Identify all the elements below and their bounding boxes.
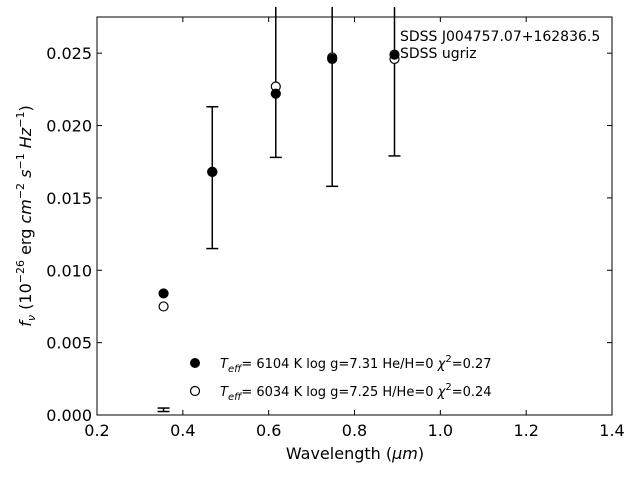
annotation-object-name: SDSS J004757.07+162836.5 xyxy=(400,29,600,45)
x-tick-label: 0.4 xyxy=(170,421,195,440)
axis-ticks: 0.2 0.4 0.6 0.8 1.0 1.2 1.4 0.000 0.005 0.010 0.01… xyxy=(46,17,625,440)
y-tick-label: 0.010 xyxy=(46,261,92,280)
annotation-filter-set: SDSS ugriz xyxy=(400,46,477,62)
x-tick-label: 1.0 xyxy=(428,421,453,440)
legend: Teff= 6104 K log g=7.31 He/H=0 χ2=0.27 T… xyxy=(189,354,492,403)
y-tick-label: 0.005 xyxy=(46,334,92,353)
model-point-filled xyxy=(270,88,281,99)
model-point-filled xyxy=(327,53,338,65)
y-tick-label: 0.015 xyxy=(46,189,92,208)
legend-marker-filled xyxy=(190,358,200,368)
chart-marks xyxy=(157,7,401,413)
x-tick-label: 1.4 xyxy=(599,421,624,440)
y-tick-label: 0.020 xyxy=(46,117,92,136)
model-point-open xyxy=(158,301,169,312)
y-axis-title: fν (10−26 erg cm−2 s−1 Hz−1) xyxy=(14,105,38,326)
model-point-filled xyxy=(389,49,400,60)
legend-entry-2: Teff= 6034 K log g=7.25 H/He=0 χ2=0.24 xyxy=(220,382,492,403)
x-tick-label: 0.6 xyxy=(256,421,281,440)
legend-entry-1: Teff= 6104 K log g=7.31 He/H=0 χ2=0.27 xyxy=(220,354,492,375)
x-tick-label: 0.2 xyxy=(84,421,109,440)
x-tick-label: 0.8 xyxy=(342,421,367,440)
model-point-filled xyxy=(207,166,218,177)
x-tick-label: 1.2 xyxy=(513,421,538,440)
y-tick-label: 0.025 xyxy=(46,44,92,63)
legend-marker-open xyxy=(189,385,201,397)
model-point-filled xyxy=(158,288,169,299)
y-tick-label: 0.000 xyxy=(46,406,92,425)
x-axis-title: Wavelength (μm) xyxy=(286,444,424,463)
